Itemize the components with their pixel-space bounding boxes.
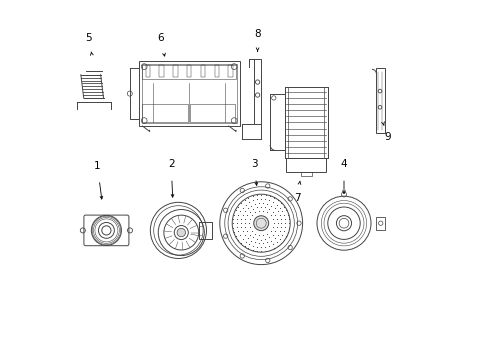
- Bar: [215, 65, 219, 77]
- Bar: [159, 65, 164, 77]
- Bar: [190, 104, 235, 122]
- Bar: [199, 222, 212, 239]
- Text: 7: 7: [294, 193, 300, 203]
- Text: 4: 4: [341, 159, 347, 169]
- Bar: [254, 59, 261, 124]
- Bar: [301, 172, 312, 176]
- Bar: [143, 65, 236, 79]
- Text: 6: 6: [157, 33, 164, 43]
- Bar: [142, 64, 237, 123]
- Text: 2: 2: [168, 159, 174, 169]
- Bar: [228, 65, 233, 77]
- Text: 9: 9: [384, 132, 391, 142]
- Circle shape: [254, 216, 269, 231]
- Bar: [286, 158, 326, 172]
- Bar: [187, 65, 192, 77]
- Bar: [173, 65, 177, 77]
- Bar: [285, 87, 328, 158]
- Text: 8: 8: [254, 29, 261, 39]
- Bar: [143, 104, 188, 122]
- Bar: [324, 87, 328, 158]
- Bar: [285, 87, 288, 158]
- Bar: [375, 68, 385, 133]
- Bar: [139, 61, 240, 126]
- Bar: [201, 65, 205, 77]
- Circle shape: [177, 228, 186, 237]
- Text: 5: 5: [85, 33, 92, 43]
- Bar: [376, 217, 386, 230]
- Text: 1: 1: [94, 161, 101, 171]
- Bar: [146, 65, 150, 77]
- Text: 3: 3: [251, 159, 257, 169]
